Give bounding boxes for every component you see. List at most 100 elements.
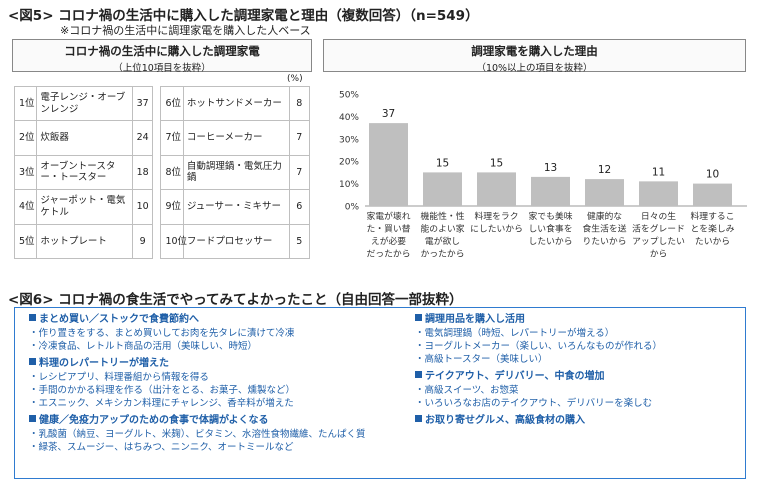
- y-tick-label: 50%: [339, 91, 359, 101]
- answer-group-heading-text: 健康／免疫力アップのための食事で体調がよくなる: [39, 415, 269, 426]
- appliance-value-b: 8: [288, 85, 311, 122]
- figure6-title: <図6> コロナ禍の食生活でやってみてよかったこと（自由回答一部抜粋）: [8, 292, 463, 308]
- appliance-value-a: 9: [131, 223, 154, 259]
- square-bullet-icon: [415, 415, 422, 422]
- answer-item: ・手間のかかる料理を作る（出汁をとる、お菓子、燻製など）: [29, 385, 296, 396]
- square-bullet-icon: [415, 371, 422, 378]
- x-tick-label: 料理をラクにしたいから: [470, 210, 523, 235]
- free-answer-left-column: まとめ買い／ストックで食費節約へ ・作り置きをする、まとめ買いしてお肉を先タレに漬…: [29, 313, 413, 458]
- x-tick-label: 機能性・性能のよい家電が欲しかったから: [421, 210, 465, 260]
- column-gap: [152, 120, 162, 156]
- answer-item: ・レシピアプリ、料理番組から情報を得る: [29, 372, 209, 383]
- appliance-ranking-subtitle: （上位10項目を抜粋）: [113, 63, 211, 74]
- x-tick-label: 家電が壊れた・買い替えが必要だったから: [367, 210, 411, 260]
- column-gap: [152, 224, 162, 259]
- ranking-row: 4位 ジャーポット・電気ケトル 10 9位 ジューサー・ミキサー 6: [13, 189, 311, 225]
- rank-a: 4位: [13, 189, 38, 225]
- appliance-name-a: ホットプレート: [36, 223, 133, 259]
- rank-a: 5位: [13, 223, 38, 259]
- answer-item: ・エスニック、メキシカン料理にチャレンジ、香辛料が増えた: [29, 398, 294, 409]
- data-label: 11: [652, 166, 665, 178]
- column-gap: [152, 86, 162, 121]
- answer-group-heading-text: テイクアウト、デリバリー、中食の増加: [425, 371, 605, 382]
- rank-b: 6位: [160, 85, 184, 122]
- purchase-reason-title: 調理家電を購入した理由: [471, 44, 598, 58]
- x-tick-label: 健康的な食生活を送りたいから: [583, 210, 627, 247]
- appliance-name-a: ジャーポット・電気ケトル: [36, 189, 133, 225]
- data-label: 15: [436, 157, 449, 169]
- ranking-row: 2位 炊飯器 24 7位 コーヒーメーカー 7: [13, 120, 311, 156]
- appliance-value-b: 7: [288, 120, 311, 156]
- answer-item: ・高級スイーツ、お惣菜: [415, 385, 519, 396]
- appliance-value-b: 6: [288, 189, 311, 225]
- rank-b: 8位: [160, 154, 184, 191]
- answer-group: まとめ買い／ストックで食費節約へ ・作り置きをする、まとめ買いしてお肉を先タレに漬…: [29, 313, 413, 353]
- appliance-ranking-title: コロナ禍の生活中に購入した調理家電: [64, 44, 260, 58]
- answer-group-heading-text: 調理用品を購入し活用: [425, 314, 525, 325]
- y-tick-label: 10%: [339, 180, 359, 190]
- appliance-name-a: 炊飯器: [36, 120, 133, 156]
- appliance-name-b: ジューサー・ミキサー: [182, 189, 290, 225]
- ranking-row: 5位 ホットプレート 9 10位 フードプロセッサー 5: [13, 223, 311, 259]
- answer-item: ・作り置きをする、まとめ買いしてお肉を先タレに漬けて冷凍: [29, 328, 295, 339]
- appliance-name-b: 自動調理鍋・電気圧力鍋: [182, 154, 290, 191]
- appliance-value-b: 7: [288, 154, 311, 191]
- rank-a: 3位: [13, 154, 38, 191]
- rank-a: 1位: [13, 85, 38, 122]
- appliance-ranking-header: コロナ禍の生活中に購入した調理家電 （上位10項目を抜粋）: [12, 39, 312, 74]
- square-bullet-icon: [29, 415, 36, 422]
- figure5-note: ※コロナ禍の生活中に調理家電を購入した人ベース: [60, 24, 311, 37]
- answer-group-heading: 健康／免疫力アップのための食事で体調がよくなる: [29, 414, 413, 428]
- bar: [531, 176, 570, 206]
- y-tick-label: 40%: [339, 113, 359, 123]
- bar: [585, 179, 624, 206]
- x-tick-label: 料理することを楽しみたいから: [691, 210, 735, 247]
- free-answer-right-column: 調理用品を購入し活用 ・電気調理鍋（時短、レパートリーが増える） ・ヨーグルトメーカ…: [415, 313, 735, 432]
- bar: [693, 183, 732, 206]
- bar: [477, 172, 516, 206]
- data-label: 12: [598, 164, 611, 176]
- rank-b: 7位: [160, 120, 184, 156]
- purchase-reason-bar-chart: 0% 10% 20% 30% 40% 50% 37 家電が壊れた・買い替えが必要だったから 15…: [339, 91, 747, 260]
- x-tick-label: 日々の生活をグレードアップしたいから: [632, 210, 685, 260]
- bar: [423, 172, 462, 206]
- data-label: 37: [382, 108, 395, 120]
- appliance-name-a: オーブントースター・トースター: [36, 154, 133, 191]
- answer-group-heading-text: 料理のレパートリーが増えた: [39, 358, 169, 369]
- appliance-value-a: 10: [131, 189, 154, 225]
- percent-unit-label: (%): [287, 74, 303, 84]
- purchase-reason-subtitle: （10%以上の項目を抜粋）: [476, 63, 593, 74]
- y-tick-label: 20%: [339, 158, 359, 168]
- purchase-reason-header: 調理家電を購入した理由 （10%以上の項目を抜粋）: [323, 39, 746, 74]
- answer-group: 料理のレパートリーが増えた・レシピアプリ、料理番組から情報を得る・手間のかかる料…: [29, 357, 413, 410]
- square-bullet-icon: [29, 314, 36, 321]
- answer-group-heading: 料理のレパートリーが増えた: [29, 357, 413, 371]
- x-tick-label: 家でも美味しい食事をしたいから: [529, 210, 573, 247]
- answer-group: テイクアウト、デリバリー、中食の増加・高級スイーツ、お惣菜・いろいろなお店のテイ…: [415, 370, 735, 410]
- answer-group-heading: 調理用品を購入し活用: [415, 313, 735, 327]
- y-tick-label: 30%: [339, 135, 359, 145]
- ranking-row: 3位 オーブントースター・トースター 18 8位 自動調理鍋・電気圧力鍋 7: [13, 154, 311, 191]
- answer-item: ・いろいろなお店のテイクアウト、デリバリーを楽しむ: [415, 398, 653, 409]
- square-bullet-icon: [415, 314, 422, 321]
- appliance-name-b: コーヒーメーカー: [182, 120, 290, 156]
- rank-a: 2位: [13, 120, 38, 156]
- answer-group: お取り寄せグルメ、高級食材の購入: [415, 414, 735, 428]
- column-gap: [152, 189, 162, 225]
- bar: [369, 123, 408, 206]
- appliance-ranking-table: 1位 電子レンジ・オーブンレンジ 37 6位 ホットサンドメーカー 8 2位 炊飯器 24 7位コ…: [13, 85, 311, 259]
- answer-group-heading: テイクアウト、デリバリー、中食の増加: [415, 370, 735, 384]
- appliance-value-a: 18: [131, 154, 154, 191]
- column-gap: [152, 155, 162, 190]
- appliance-value-a: 24: [131, 120, 154, 156]
- data-label: 10: [706, 169, 719, 181]
- ranking-row: 1位 電子レンジ・オーブンレンジ 37 6位 ホットサンドメーカー 8: [13, 85, 311, 122]
- y-tick-label: 0%: [345, 203, 360, 213]
- bar: [639, 181, 678, 206]
- rank-b: 10位: [160, 223, 187, 259]
- figure5-title: <図5> コロナ禍の生活中に購入した調理家電と理由（複数回答）（n=549）: [8, 8, 479, 24]
- answer-item: ・緑茶、スムージー、はちみつ、ニンニク、オートミールなど: [29, 442, 294, 453]
- appliance-value-b: 5: [288, 223, 311, 259]
- appliance-value-a: 37: [131, 85, 154, 122]
- answer-group-heading: お取り寄せグルメ、高級食材の購入: [415, 414, 735, 428]
